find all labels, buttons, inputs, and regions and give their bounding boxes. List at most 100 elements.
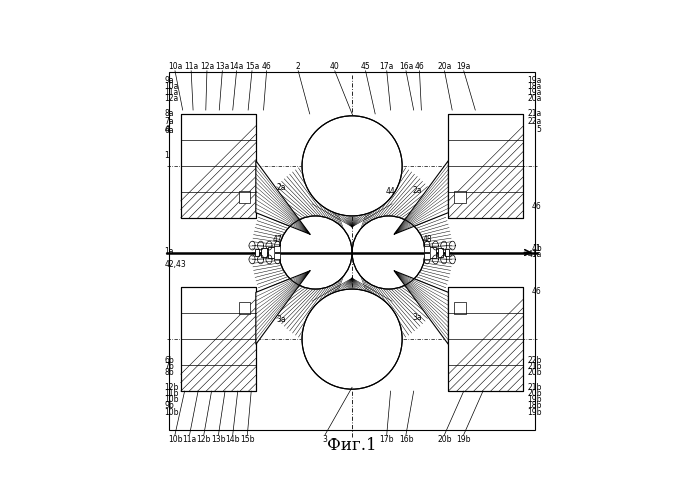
Text: 2a: 2a: [413, 186, 423, 196]
Text: 46: 46: [532, 202, 541, 211]
Text: 46: 46: [532, 286, 541, 296]
Text: 17b: 17b: [379, 434, 394, 444]
Text: 11a: 11a: [184, 62, 199, 71]
Text: 48: 48: [423, 234, 432, 244]
Text: 12a: 12a: [200, 62, 214, 71]
Text: 47: 47: [272, 234, 282, 244]
Text: 19a: 19a: [527, 76, 541, 84]
Text: 20b: 20b: [437, 434, 452, 444]
Text: 20b: 20b: [527, 368, 541, 377]
Text: 14b: 14b: [225, 434, 240, 444]
Text: 46: 46: [414, 62, 425, 71]
Text: 16a: 16a: [398, 62, 413, 71]
Bar: [255, 250, 259, 256]
Text: 12b: 12b: [196, 434, 211, 444]
Text: 9a: 9a: [164, 76, 174, 84]
Text: 17a: 17a: [379, 62, 394, 71]
Text: 6b: 6b: [164, 356, 174, 365]
Text: 21b: 21b: [527, 383, 541, 392]
Text: 20a: 20a: [527, 94, 541, 103]
Text: 19b: 19b: [456, 434, 471, 444]
Text: 45: 45: [361, 62, 370, 71]
Text: 4: 4: [164, 125, 169, 134]
Text: 19b: 19b: [527, 395, 541, 404]
Text: 2: 2: [296, 62, 301, 71]
Text: 19a: 19a: [457, 62, 471, 71]
Text: 1a: 1a: [164, 247, 174, 256]
Text: 10a: 10a: [168, 62, 182, 71]
Bar: [424, 254, 430, 260]
Text: 18b: 18b: [527, 401, 541, 410]
Circle shape: [279, 216, 352, 289]
Text: 13a: 13a: [215, 62, 229, 71]
Circle shape: [352, 216, 425, 289]
Text: 3a: 3a: [413, 314, 423, 322]
Text: 2a: 2a: [276, 182, 286, 192]
Polygon shape: [394, 160, 449, 234]
Text: 21a: 21a: [527, 108, 541, 118]
Polygon shape: [394, 271, 449, 344]
Text: 10b: 10b: [164, 395, 179, 404]
Text: 9b: 9b: [164, 401, 174, 410]
Bar: [238, 192, 250, 203]
Text: 10a: 10a: [164, 82, 179, 90]
Text: 41: 41: [532, 244, 541, 253]
Text: 44: 44: [385, 187, 396, 196]
Text: 11b: 11b: [164, 389, 179, 398]
Text: 1: 1: [164, 151, 169, 160]
Bar: [181, 114, 256, 218]
Text: 21b: 21b: [527, 362, 541, 371]
Text: 5: 5: [537, 125, 541, 134]
Text: 3: 3: [323, 434, 328, 444]
Text: 10b: 10b: [164, 408, 179, 417]
Bar: [274, 246, 280, 252]
Text: 19a: 19a: [527, 88, 541, 97]
Text: 14a: 14a: [229, 62, 244, 71]
Bar: [445, 250, 449, 256]
Text: 22a: 22a: [527, 117, 541, 126]
Text: 11a: 11a: [183, 434, 196, 444]
Bar: [181, 287, 256, 391]
Bar: [261, 248, 267, 256]
Text: 41a: 41a: [527, 250, 541, 259]
Text: 12a: 12a: [164, 94, 179, 103]
Text: 18a: 18a: [527, 82, 541, 90]
Bar: [429, 247, 436, 258]
Text: 8a: 8a: [164, 108, 174, 118]
Bar: [238, 302, 250, 314]
Text: 13b: 13b: [211, 434, 226, 444]
Bar: [274, 254, 280, 260]
Bar: [449, 114, 523, 218]
Bar: [449, 114, 523, 218]
Bar: [424, 246, 430, 252]
Text: 8b: 8b: [164, 368, 174, 377]
Text: 15a: 15a: [245, 62, 259, 71]
Text: 46: 46: [262, 62, 271, 71]
Circle shape: [302, 116, 402, 216]
Text: 15b: 15b: [240, 434, 255, 444]
Text: 42,43: 42,43: [164, 260, 186, 268]
Text: 6a: 6a: [164, 126, 174, 134]
Text: 11a: 11a: [164, 88, 179, 97]
Polygon shape: [256, 271, 310, 344]
Text: 7b: 7b: [164, 362, 174, 371]
Text: 7a: 7a: [164, 117, 174, 126]
Bar: [181, 114, 256, 218]
Text: 10b: 10b: [168, 434, 182, 444]
Text: 20a: 20a: [438, 62, 451, 71]
Text: Фиг.1: Фиг.1: [327, 438, 377, 454]
Bar: [454, 192, 466, 203]
Bar: [268, 247, 275, 258]
Bar: [454, 302, 466, 314]
Text: 1b: 1b: [532, 244, 541, 253]
Text: 16b: 16b: [398, 434, 414, 444]
Text: 22b: 22b: [527, 356, 541, 365]
Text: 3a: 3a: [276, 316, 286, 324]
Text: 20b: 20b: [527, 389, 541, 398]
Text: 19b: 19b: [527, 408, 541, 417]
Polygon shape: [256, 160, 310, 234]
Text: 12b: 12b: [164, 383, 179, 392]
Bar: [449, 287, 523, 391]
Text: 40: 40: [330, 62, 339, 71]
Bar: [181, 287, 256, 391]
